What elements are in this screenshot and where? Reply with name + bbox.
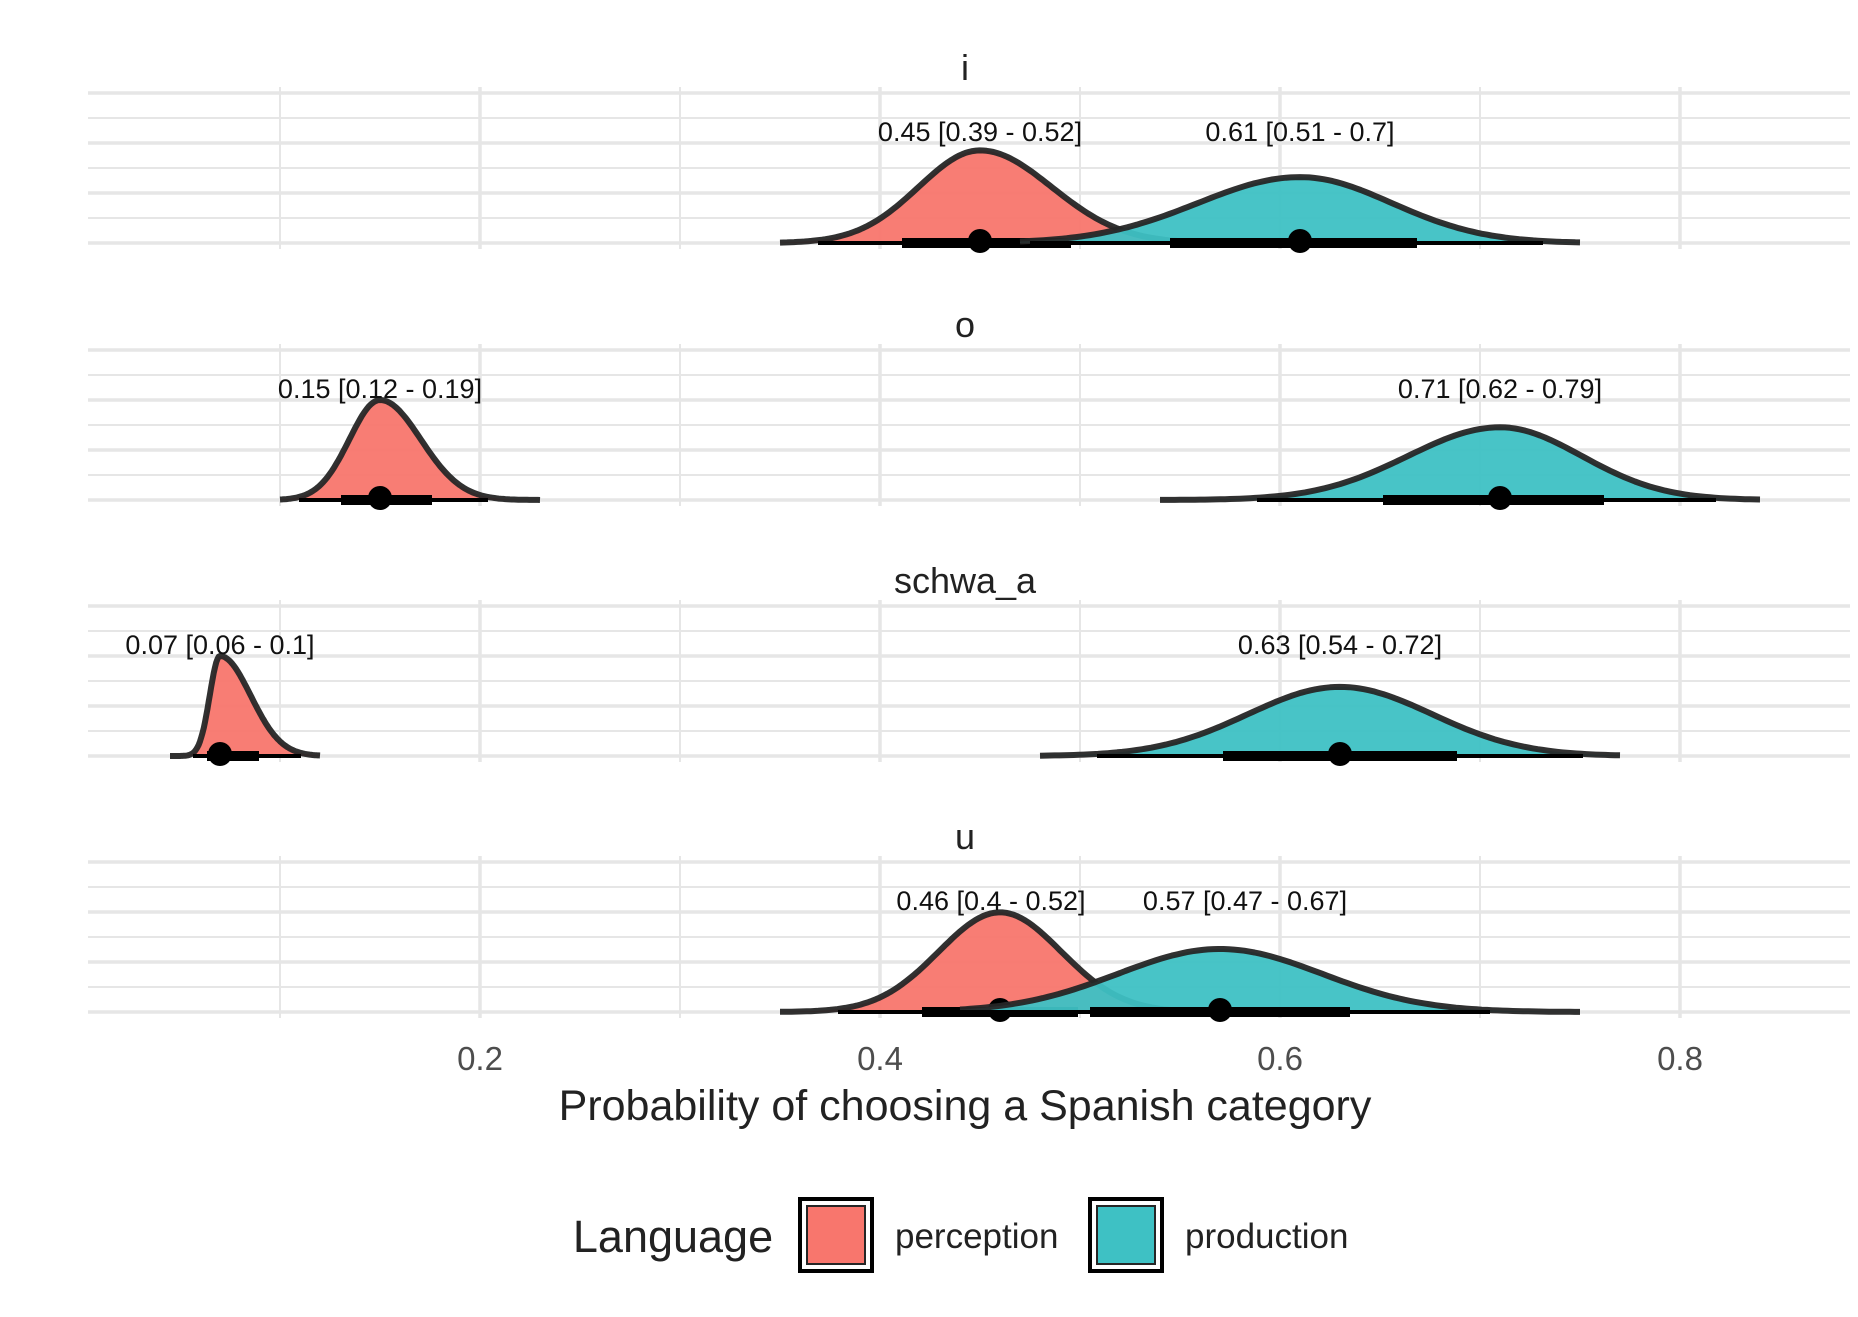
annotation-label: 0.07 [0.06 - 0.1] bbox=[125, 630, 314, 660]
series-production bbox=[1160, 427, 1760, 510]
facet-strip-label: i bbox=[961, 47, 969, 88]
legend-label: production bbox=[1185, 1217, 1348, 1256]
median-point bbox=[1288, 229, 1312, 253]
facet-schwa_a: schwa_a 0.07 [0.06 - 0.1] 0.63 [0.54 - 0.7… bbox=[88, 560, 1850, 766]
facet-u: u 0.46 [0.4 - 0.52] 0.57 [0.47 - 0.67] bbox=[88, 816, 1850, 1022]
facet-strip-label: schwa_a bbox=[894, 560, 1037, 601]
facets-layer: i 0.45 [0.39 - 0.52] 0.61 [0.51 - 0.7] o 0.1… bbox=[88, 47, 1850, 1022]
legend-key-swatch bbox=[807, 1206, 865, 1264]
median-point bbox=[968, 229, 992, 253]
median-point bbox=[208, 742, 232, 766]
series-production bbox=[1040, 687, 1620, 766]
legend-title: Language bbox=[573, 1211, 773, 1262]
annotation-label: 0.15 [0.12 - 0.19] bbox=[278, 374, 482, 404]
x-tick-label: 0.6 bbox=[1257, 1040, 1303, 1077]
x-tick-label: 0.8 bbox=[1657, 1040, 1703, 1077]
series-production bbox=[1020, 177, 1580, 253]
median-point bbox=[1328, 742, 1352, 766]
legend-entries: perception production bbox=[800, 1199, 1348, 1271]
annotation-label: 0.63 [0.54 - 0.72] bbox=[1238, 630, 1442, 660]
facet-i: i 0.45 [0.39 - 0.52] 0.61 [0.51 - 0.7] bbox=[88, 47, 1850, 253]
x-axis-title: Probability of choosing a Spanish catego… bbox=[559, 1082, 1372, 1130]
annotation-label: 0.71 [0.62 - 0.79] bbox=[1398, 374, 1602, 404]
facet-o: o 0.15 [0.12 - 0.19] 0.71 [0.62 - 0.79] bbox=[88, 304, 1850, 510]
facet-strip-label: u bbox=[955, 816, 975, 857]
legend-entry-production: production bbox=[1090, 1199, 1348, 1271]
median-point bbox=[368, 486, 392, 510]
legend: Language perception production bbox=[573, 1199, 1349, 1271]
x-tick-label: 0.2 bbox=[457, 1040, 503, 1077]
x-tick-label: 0.4 bbox=[857, 1040, 903, 1077]
legend-key-swatch bbox=[1097, 1206, 1155, 1264]
median-point bbox=[1488, 486, 1512, 510]
annotation-label: 0.61 [0.51 - 0.7] bbox=[1205, 117, 1394, 147]
x-axis: 0.2 0.4 0.6 0.8 bbox=[457, 1040, 1703, 1077]
legend-entry-perception: perception bbox=[800, 1199, 1058, 1271]
series-perception bbox=[170, 656, 320, 766]
median-point bbox=[1208, 998, 1232, 1022]
legend-label: perception bbox=[895, 1217, 1058, 1256]
series-perception bbox=[280, 400, 540, 510]
facet-strip-label: o bbox=[955, 304, 975, 345]
annotation-label: 0.57 [0.47 - 0.67] bbox=[1143, 886, 1347, 916]
annotation-label: 0.46 [0.4 - 0.52] bbox=[896, 886, 1085, 916]
annotation-label: 0.45 [0.39 - 0.52] bbox=[878, 117, 1082, 147]
